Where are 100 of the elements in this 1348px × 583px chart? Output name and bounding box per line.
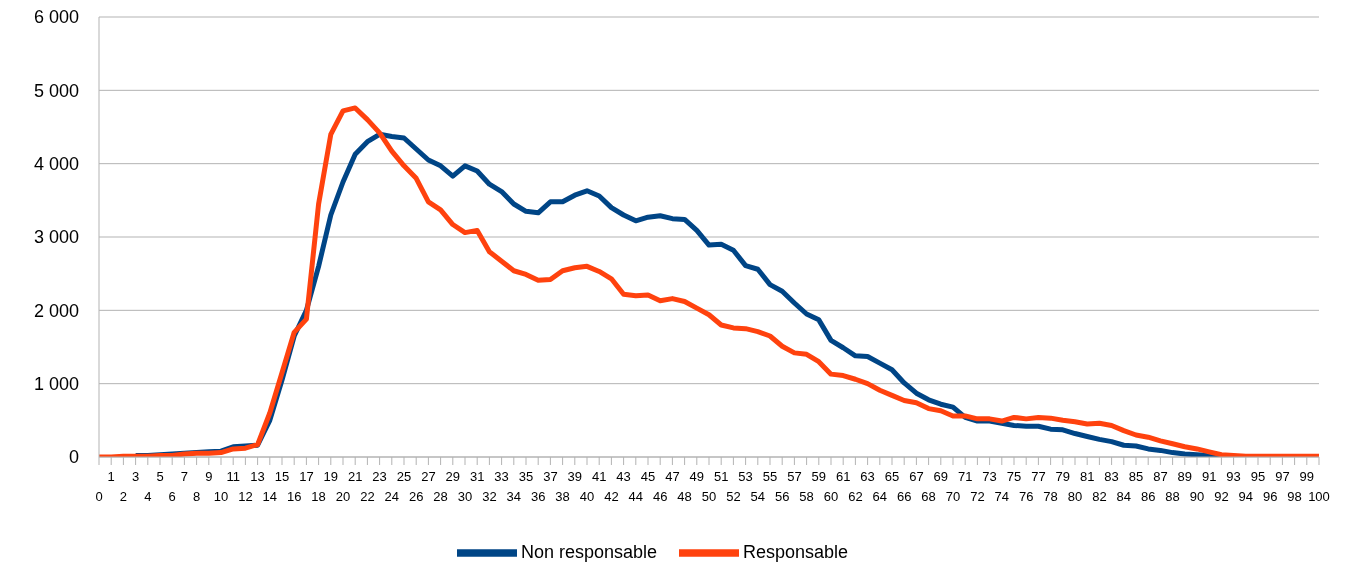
x-tick-label: 93 (1226, 469, 1241, 484)
x-tick-label: 63 (860, 469, 875, 484)
x-tick-label: 27 (421, 469, 436, 484)
x-tick-label: 67 (909, 469, 924, 484)
x-tick-label: 100 (1308, 489, 1330, 504)
x-tick-label: 5 (156, 469, 164, 484)
x-tick-label: 58 (799, 489, 814, 504)
x-tick-label: 56 (774, 489, 790, 504)
y-tick-label: 4 000 (33, 154, 79, 175)
x-tick-label: 32 (482, 489, 497, 504)
x-tick-label: 22 (360, 489, 375, 504)
x-tick-label: 36 (530, 489, 546, 504)
x-tick-label: 2 (119, 489, 128, 504)
y-tick-label: 0 (68, 447, 79, 468)
x-tick-label: 66 (896, 489, 912, 504)
x-tick-label: 17 (299, 469, 314, 484)
x-tick-label: 91 (1201, 469, 1217, 484)
x-tick-label: 38 (555, 489, 570, 504)
x-tick-label: 78 (1043, 489, 1058, 504)
x-tick-label: 86 (1140, 489, 1156, 504)
y-tick-label: 5 000 (33, 80, 79, 101)
x-tick-label: 72 (970, 489, 985, 504)
x-tick-label: 23 (372, 469, 387, 484)
x-tick-label: 69 (933, 469, 949, 484)
x-tick-label: 62 (848, 489, 863, 504)
x-tick-label: 74 (994, 489, 1010, 504)
x-tick-label: 53 (738, 469, 753, 484)
x-tick-label: 55 (762, 469, 778, 484)
x-tick-label: 41 (591, 469, 607, 484)
x-tick-label: 50 (701, 489, 717, 504)
x-tick-label: 79 (1055, 469, 1071, 484)
x-tick-label: 57 (787, 469, 802, 484)
x-tick-label: 43 (616, 469, 631, 484)
x-tick-label: 92 (1214, 489, 1229, 504)
x-tick-label: 16 (286, 489, 302, 504)
x-tick-label: 40 (579, 489, 595, 504)
x-tick-label: 84 (1116, 489, 1132, 504)
x-tick-label: 0 (95, 489, 103, 504)
x-tick-label: 7 (180, 469, 189, 484)
legend-label: Responsable (743, 541, 849, 562)
x-tick-label: 20 (335, 489, 351, 504)
x-tick-label: 11 (226, 469, 240, 484)
x-tick-label: 45 (640, 469, 656, 484)
x-tick-label: 25 (396, 469, 412, 484)
x-tick-label: 65 (884, 469, 900, 484)
x-tick-label: 95 (1250, 469, 1266, 484)
x-tick-label: 81 (1079, 469, 1095, 484)
x-tick-label: 28 (433, 489, 448, 504)
x-tick-label: 8 (192, 489, 201, 504)
legend-label: Non responsable (520, 541, 657, 562)
x-tick-label: 52 (726, 489, 741, 504)
x-tick-label: 89 (1177, 469, 1193, 484)
x-tick-label: 83 (1104, 469, 1119, 484)
x-tick-label: 42 (604, 489, 619, 504)
x-tick-label: 35 (518, 469, 534, 484)
x-tick-label: 31 (469, 469, 485, 484)
x-tick-label: 94 (1238, 489, 1254, 504)
x-tick-label: 21 (347, 469, 363, 484)
y-tick-label: 6 000 (33, 7, 79, 28)
x-tick-label: 10 (213, 489, 229, 504)
x-tick-label: 14 (262, 489, 278, 504)
x-tick-label: 77 (1031, 469, 1046, 484)
x-tick-label: 98 (1287, 489, 1302, 504)
x-tick-label: 49 (689, 469, 705, 484)
x-tick-label: 85 (1128, 469, 1144, 484)
x-tick-label: 70 (945, 489, 961, 504)
x-tick-label: 97 (1275, 469, 1290, 484)
x-tick-label: 64 (872, 489, 888, 504)
x-tick-label: 30 (457, 489, 473, 504)
x-tick-label: 6 (168, 489, 176, 504)
x-tick-label: 24 (384, 489, 400, 504)
x-tick-label: 68 (921, 489, 936, 504)
x-tick-label: 37 (543, 469, 558, 484)
x-tick-label: 3 (131, 469, 140, 484)
x-tick-label: 9 (205, 469, 213, 484)
x-tick-label: 44 (628, 489, 644, 504)
x-tick-label: 18 (311, 489, 326, 504)
x-tick-label: 61 (835, 469, 851, 484)
x-tick-label: 60 (823, 489, 839, 504)
x-tick-label: 47 (665, 469, 680, 484)
x-tick-label: 76 (1018, 489, 1034, 504)
x-tick-label: 1 (107, 469, 115, 484)
x-tick-label: 13 (250, 469, 265, 484)
x-tick-label: 54 (750, 489, 766, 504)
x-tick-label: 26 (408, 489, 424, 504)
y-tick-label: 3 000 (33, 227, 79, 248)
y-tick-label: 1 000 (33, 374, 79, 395)
x-tick-label: 33 (494, 469, 509, 484)
x-tick-label: 51 (713, 469, 729, 484)
x-tick-label: 46 (652, 489, 668, 504)
x-tick-label: 99 (1299, 469, 1315, 484)
x-tick-label: 4 (144, 489, 152, 504)
x-tick-label: 19 (323, 469, 339, 484)
x-tick-label: 71 (957, 469, 973, 484)
x-tick-label: 96 (1262, 489, 1278, 504)
x-tick-label: 90 (1189, 489, 1205, 504)
x-tick-label: 12 (238, 489, 253, 504)
x-tick-label: 15 (274, 469, 290, 484)
x-tick-label: 29 (445, 469, 461, 484)
x-tick-label: 73 (982, 469, 997, 484)
